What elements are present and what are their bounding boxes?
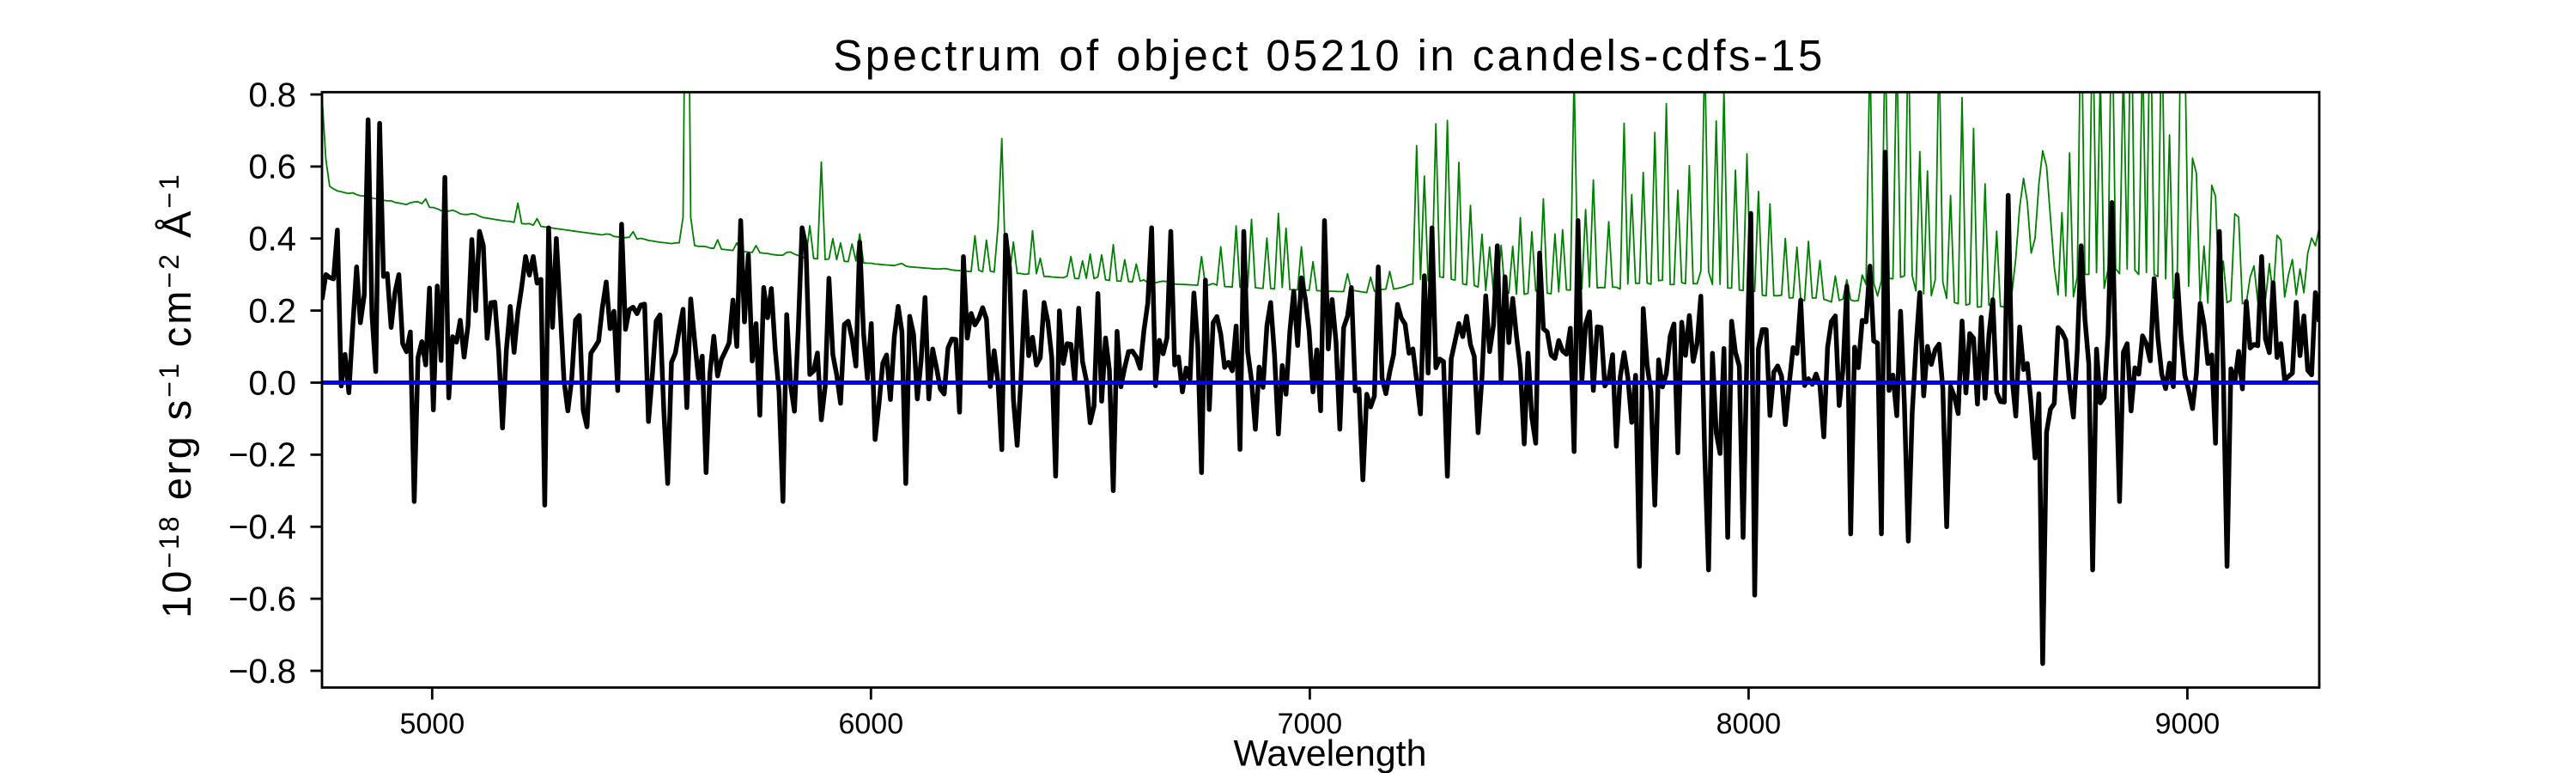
svg-text:0.8: 0.8 (248, 76, 296, 114)
svg-text:−0.4: −0.4 (228, 508, 296, 546)
svg-text:0.6: 0.6 (248, 149, 296, 186)
svg-text:9000: 9000 (2155, 708, 2221, 740)
svg-text:5000: 5000 (399, 708, 465, 740)
svg-text:Spectrum of object 05210 in ca: Spectrum of object 05210 in candels-cdfs… (833, 31, 1825, 80)
svg-text:−0.8: −0.8 (228, 653, 296, 691)
svg-text:7000: 7000 (1278, 708, 1343, 740)
svg-text:−0.6: −0.6 (228, 581, 296, 618)
svg-text:Wavelength: Wavelength (1234, 733, 1427, 773)
svg-text:8000: 8000 (1716, 708, 1782, 740)
svg-text:0.2: 0.2 (248, 292, 296, 330)
svg-text:0.4: 0.4 (248, 221, 296, 259)
svg-text:−0.2: −0.2 (228, 436, 296, 474)
svg-text:0.0: 0.0 (248, 364, 296, 402)
svg-text:6000: 6000 (838, 708, 903, 740)
